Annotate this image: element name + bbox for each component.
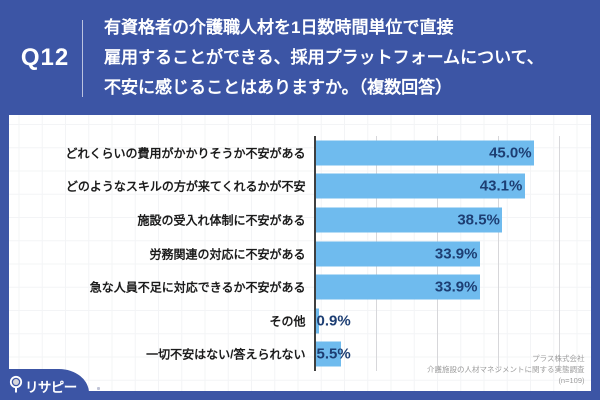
bar-row: どれくらいの費用がかかりそうか不安がある 45.0% [0, 136, 600, 169]
category-label: 一切不安はない/答えられない [146, 347, 306, 362]
x-gridline [558, 136, 560, 371]
risapi-pin-icon [9, 375, 23, 393]
bar [315, 173, 525, 199]
header-divider [82, 20, 83, 97]
category-label: どれくらいの費用がかかりそうか不安がある [65, 146, 306, 161]
bar [315, 341, 342, 367]
source-survey-title: 介護施設の人材マネジメントに関する実態調査 [427, 365, 585, 374]
value-label: 33.9% [434, 245, 478, 263]
value-label: 33.9% [434, 278, 478, 296]
question-number: Q12 [20, 44, 70, 71]
bar-row: どのようなスキルの方が来てくれるかが不安 43.1% [0, 170, 600, 203]
bar-row: その他 0.9% [0, 304, 600, 337]
question-line-2: 雇用することができる、採用プラットフォームについて、 [104, 48, 544, 67]
category-label: 労務関連の対応に不安がある [149, 247, 306, 262]
bar-row: 施設の受入れ体制に不安がある 38.5% [0, 203, 600, 236]
bar [315, 207, 503, 233]
y-axis-line [314, 136, 316, 371]
bottom-bar [0, 391, 600, 400]
logo-text: リサピー [25, 380, 77, 395]
bar [315, 274, 480, 300]
question-line-1: 有資格者の介護職人材を1日数時間単位で直接 [104, 18, 454, 37]
bar-row: 一切不安はない/答えられない 5.5% [0, 338, 600, 371]
logo-period-dot [97, 387, 100, 390]
value-label: 43.1% [479, 177, 523, 195]
bar-row: 急な人員不足に対応できるか不安がある 33.9% [0, 271, 600, 304]
source-sample-size: (n=109) [558, 376, 585, 385]
value-label: 45.0% [489, 144, 532, 162]
bar-row: 労務関連の対応に不安がある 33.9% [0, 237, 600, 270]
source-company: プラス株式会社 [532, 354, 585, 363]
source-note: プラス株式会社 介護施設の人材マネジメントに関する実態調査 (n=109) [427, 353, 585, 386]
bar [315, 241, 480, 267]
bar [315, 140, 535, 166]
category-label: 施設の受入れ体制に不安がある [137, 213, 306, 228]
bar [315, 308, 319, 334]
category-label: どのようなスキルの方が来てくれるかが不安 [65, 179, 306, 194]
value-label: 0.9% [316, 312, 351, 330]
value-label: 38.5% [457, 211, 500, 229]
category-label: 急な人員不足に対応できるか不安がある [89, 280, 306, 295]
category-label: その他 [269, 314, 306, 329]
question-text: 有資格者の介護職人材を1日数時間単位で直接 雇用することができる、採用プラットフ… [104, 13, 544, 103]
x-gridline [497, 136, 499, 371]
value-label: 5.5% [316, 345, 351, 363]
question-line-3: 不安に感じることはありますか。（複数回答） [104, 78, 453, 97]
